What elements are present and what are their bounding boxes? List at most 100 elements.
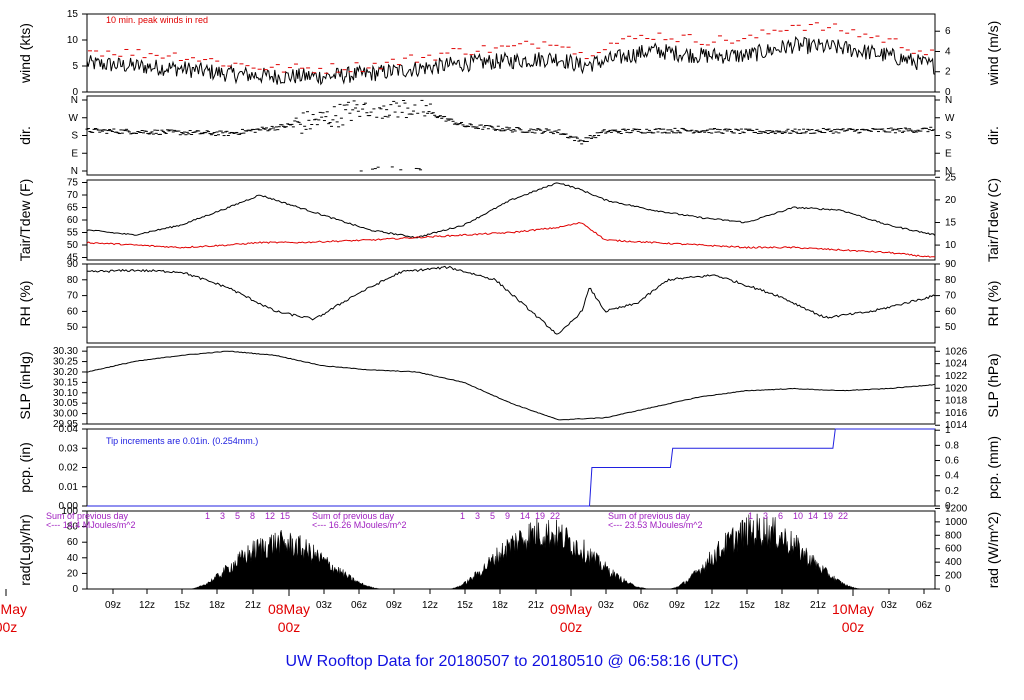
dir-ylabel: dir.	[17, 126, 33, 145]
slp-tick-label: 1016	[945, 408, 968, 419]
temp-tick-label: 20	[945, 195, 957, 206]
hour-tick-label: 09z	[386, 600, 402, 611]
wind-tick-label: 4	[945, 46, 951, 57]
rh-tick-label: 80	[945, 275, 957, 286]
wind-tick-label: 2	[945, 67, 951, 78]
hour-tick-label: 03z	[881, 600, 897, 611]
day-label-date: 10May	[832, 601, 874, 617]
rad-hour-mark: 15	[280, 511, 290, 521]
hour-tick-label: 15z	[739, 600, 755, 611]
rh-tick-label: 50	[945, 322, 957, 333]
hour-tick-label: 06z	[916, 600, 932, 611]
slp-tick-label: 1014	[945, 420, 968, 431]
day-label-time: 00z	[560, 619, 583, 635]
day-label-date: 07May	[0, 601, 27, 617]
rad-tick-label: 60	[67, 537, 79, 548]
dir-tick-label: W	[945, 113, 955, 124]
rad-hour-mark: 14	[808, 511, 818, 521]
dir-tick-label: W	[69, 113, 79, 124]
tdew-line	[86, 221, 935, 258]
dir-tick-label: N	[945, 95, 952, 106]
pcp-annotation: Tip increments are 0.01in. (0.254mm.)	[106, 436, 258, 446]
rh-tick-label: 70	[67, 291, 79, 302]
hour-tick-label: 09z	[669, 600, 685, 611]
rad-hour-mark: 22	[838, 511, 848, 521]
wind-tick-label: 0	[945, 87, 951, 98]
dir-tick-label: S	[945, 131, 952, 142]
hour-tick-label: 18z	[774, 600, 790, 611]
hour-tick-label: 18z	[492, 600, 508, 611]
rad-tick-label: 600	[945, 544, 962, 555]
rad-hour-mark: 3	[220, 511, 225, 521]
hour-tick-label: 21z	[810, 600, 826, 611]
hour-tick-label: 15z	[457, 600, 473, 611]
rad-hour-mark: 3	[763, 511, 768, 521]
wind-tick-label: 15	[67, 9, 79, 20]
slp-tick-label: 30.05	[53, 398, 78, 409]
dir-tick-label: E	[71, 148, 78, 159]
rad-tick-label: 1000	[945, 517, 968, 528]
rad-hour-mark: 14	[520, 511, 530, 521]
rh-tick-label: 80	[67, 275, 79, 286]
slp-tick-label: 30.25	[53, 357, 78, 368]
pcp-ylabel-right: pcp. (mm)	[985, 436, 1001, 499]
slp-line	[86, 350, 936, 421]
wind-tick-label: 0	[72, 87, 78, 98]
day-label-time: 00z	[278, 619, 301, 635]
pcp-tick-label: 0.03	[59, 443, 79, 454]
temp-tick-label: 75	[67, 178, 79, 189]
hour-tick-label: 06z	[351, 600, 367, 611]
wind-tick-label: 6	[945, 26, 951, 37]
dir-tick-label: S	[71, 131, 78, 142]
dir-tick-label: N	[945, 166, 952, 177]
rad-tick-label: 100	[61, 506, 78, 517]
slp-tick-label: 30.30	[53, 346, 78, 357]
rh-ylabel-right: RH (%)	[985, 281, 1001, 327]
wind-tick-label: 10	[67, 35, 79, 46]
rad-sum-note-line2: <--- 23.53 MJoules/m^2	[608, 520, 703, 530]
rad-hour-mark: 1	[460, 511, 465, 521]
rad-tick-label: 800	[945, 530, 962, 541]
rad-hour-mark: 8	[250, 511, 255, 521]
temp-tick-label: 45	[67, 253, 79, 264]
slp-ylabel-right: SLP (hPa)	[985, 353, 1001, 417]
rad-hour-mark: 1	[748, 511, 753, 521]
slp-tick-label: 29.95	[53, 419, 78, 430]
hour-tick-label: 21z	[528, 600, 544, 611]
pcp-tick-label: 0.00	[59, 501, 79, 512]
dir-tick-label: N	[71, 95, 78, 106]
pcp-tick-label: 0.02	[59, 463, 79, 474]
rad-tick-label: 40	[67, 553, 79, 564]
day-label-time: 00z	[842, 619, 865, 635]
rad-sum-note-line1: Sum of previous day	[46, 511, 129, 521]
hour-tick-label: 18z	[209, 600, 225, 611]
day-label-date: 09May	[550, 601, 592, 617]
pcp-line	[87, 428, 935, 507]
temp-tick-label: 55	[67, 228, 79, 239]
rh-line	[86, 265, 936, 335]
wind-annotation: 10 min. peak winds in red	[106, 15, 208, 25]
temp-tick-label: 10	[945, 240, 957, 251]
rad-ylabel: rad(Lgly/hr)	[17, 514, 33, 586]
rad-tick-label: 200	[945, 571, 962, 582]
rad-ylabel-right: rad (W/m^2)	[985, 512, 1001, 589]
rad-tick-label: 1200	[945, 503, 968, 514]
temp-panel-frame	[86, 179, 936, 261]
rh-panel-frame	[86, 263, 936, 344]
rad-hour-mark: 19	[823, 511, 833, 521]
rad-hour-mark: 5	[490, 511, 495, 521]
rad-sum-note-line2: <--- 16.26 MJoules/m^2	[312, 520, 407, 530]
rad-hour-mark: 19	[535, 511, 545, 521]
dir-tick-label: E	[945, 148, 952, 159]
slp-tick-label: 30.00	[53, 409, 78, 420]
pcp-tick-label: 0.01	[59, 482, 79, 493]
rh-tick-label: 60	[945, 306, 957, 317]
wind-panel-frame	[86, 13, 936, 93]
rad-hour-mark: 1	[205, 511, 210, 521]
slp-tick-label: 1024	[945, 359, 968, 370]
rh-tick-label: 90	[945, 259, 957, 270]
rad-tick-label: 400	[945, 557, 962, 568]
temp-ylabel-right: Tair/Tdew (C)	[985, 178, 1001, 262]
temp-tick-label: 65	[67, 203, 79, 214]
